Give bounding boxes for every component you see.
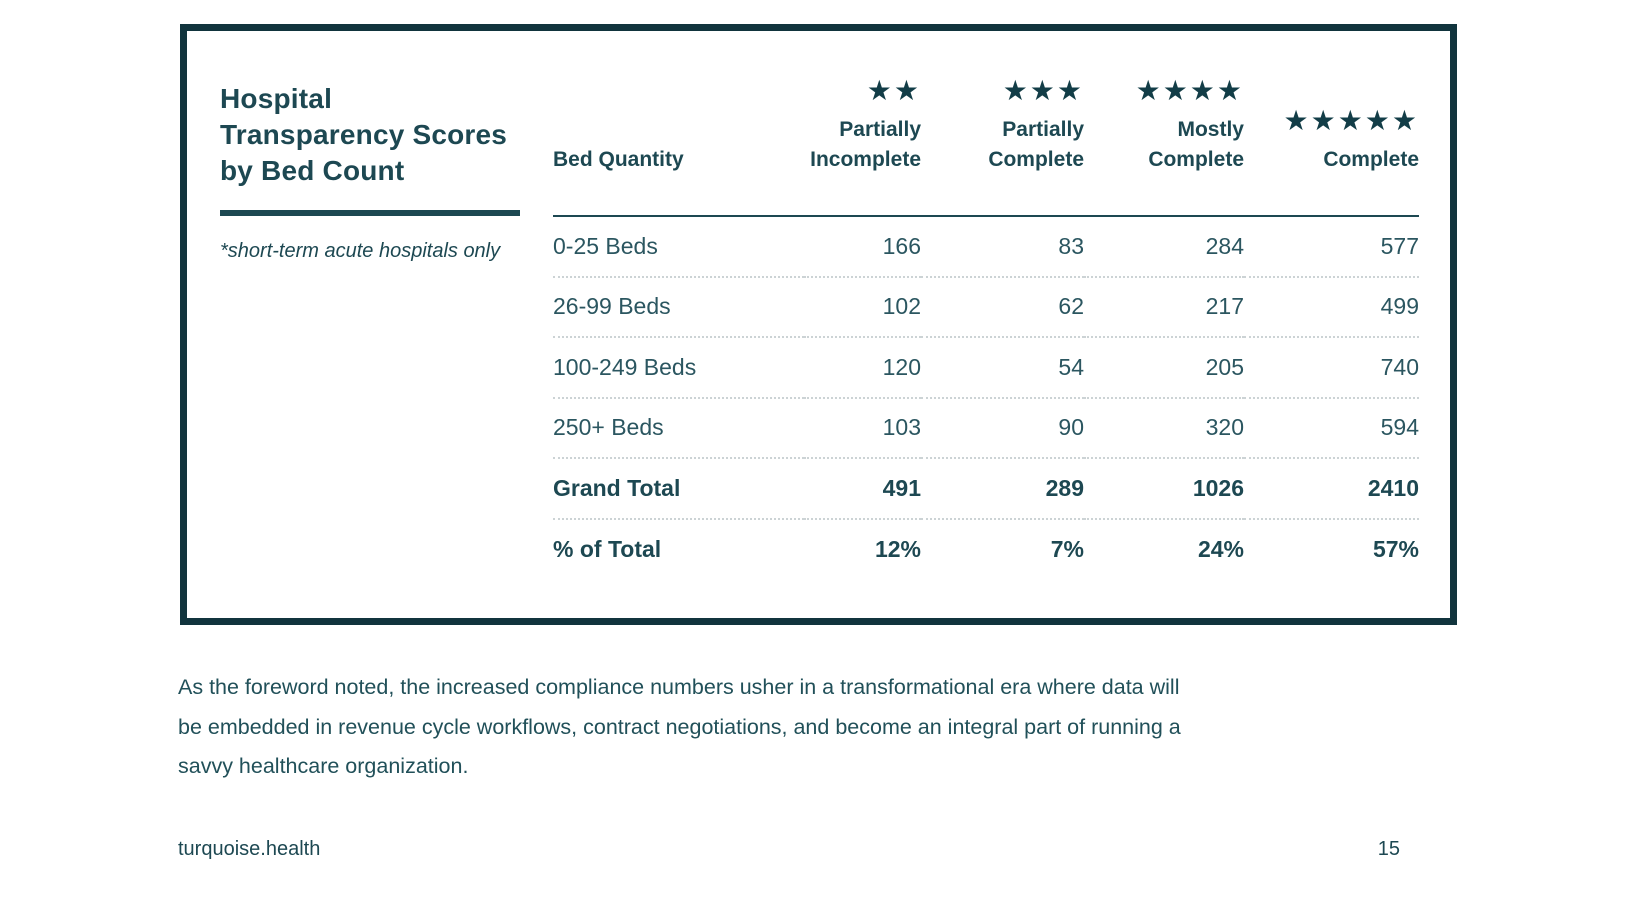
table-row: Grand Total 491 289 1026 2410 xyxy=(553,458,1419,520)
star-rating-4-icon: ★★★★ xyxy=(1135,74,1244,107)
table-row: 100-249 Beds 120 54 205 740 xyxy=(553,337,1419,399)
column-header-label: Partially Incomplete xyxy=(810,118,921,171)
table-row: 250+ Beds 103 90 320 594 xyxy=(553,397,1419,459)
site-name: turquoise.health xyxy=(178,838,321,860)
row-label: 100-249 Beds xyxy=(553,337,804,399)
table-cell: 1026 xyxy=(1084,458,1244,520)
scores-table-container: Bed Quantity ★★ Partially Incomplete ★★★ Par… xyxy=(553,31,1419,579)
table-cell: 83 xyxy=(921,216,1084,278)
table-cell: 740 xyxy=(1244,337,1419,399)
table-cell: 491 xyxy=(804,458,921,520)
title-underline xyxy=(220,210,520,216)
card-footnote: *short-term acute hospitals only xyxy=(220,240,501,262)
table-cell: 577 xyxy=(1244,216,1419,278)
table-cell: 62 xyxy=(921,276,1084,338)
column-header-label: Complete xyxy=(1323,148,1419,171)
star-rating-5-icon: ★★★★★ xyxy=(1283,104,1419,137)
column-header-label: Mostly Complete xyxy=(1148,118,1244,171)
column-header-label: Partially Complete xyxy=(988,118,1084,171)
row-label: 0-25 Beds xyxy=(553,216,804,278)
table-cell: 90 xyxy=(921,397,1084,459)
column-header: ★★★ Partially Complete xyxy=(921,31,1084,217)
row-label: % of Total xyxy=(553,535,662,562)
table-cell: 24% xyxy=(1197,535,1244,562)
table-cell: 12% xyxy=(874,535,921,562)
table-cell: 7% xyxy=(1050,535,1084,562)
star-rating-3-icon: ★★★ xyxy=(1002,74,1084,107)
table-cell: 284 xyxy=(1084,216,1244,278)
transparency-score-card: Hospital Transparency Scores by Bed Coun… xyxy=(180,24,1457,625)
table-cell: 289 xyxy=(921,458,1084,520)
table-cell: 594 xyxy=(1244,397,1419,459)
table-cell: 103 xyxy=(804,397,921,459)
table-body: 0-25 Beds 166 83 284 577 26-99 Beds 102 62 217 49… xyxy=(553,216,1419,579)
column-header-label: Bed Quantity xyxy=(553,148,684,171)
table-cell: 2410 xyxy=(1244,458,1419,520)
star-rating-2-icon: ★★ xyxy=(866,74,921,107)
card-title: Hospital Transparency Scores by Bed Coun… xyxy=(220,83,508,186)
card-left-panel: Hospital Transparency Scores by Bed Coun… xyxy=(220,81,527,263)
body-paragraph: As the foreword noted, the increased com… xyxy=(178,675,1181,778)
table-cell: 320 xyxy=(1084,397,1244,459)
column-header: ★★ Partially Incomplete xyxy=(804,31,921,217)
table-cell: 57% xyxy=(1372,535,1419,562)
table-header: Bed Quantity ★★ Partially Incomplete ★★★ Par… xyxy=(553,31,1419,217)
transparency-scores-table: Bed Quantity ★★ Partially Incomplete ★★★ Par… xyxy=(553,31,1419,579)
table-header-row: Bed Quantity ★★ Partially Incomplete ★★★ Par… xyxy=(553,31,1419,217)
row-label: Grand Total xyxy=(553,458,804,520)
row-label: 250+ Beds xyxy=(553,397,804,459)
table-cell: 499 xyxy=(1244,276,1419,338)
table-row: % of Total 12% 7% 24% 57% xyxy=(553,519,1419,580)
table-cell: 166 xyxy=(804,216,921,278)
page-number: 15 xyxy=(1377,838,1400,860)
table-cell: 54 xyxy=(921,337,1084,399)
table-row: 26-99 Beds 102 62 217 499 xyxy=(553,276,1419,338)
column-header: ★★★★ Mostly Complete xyxy=(1084,31,1244,217)
table-cell: 120 xyxy=(804,337,921,399)
table-row: 0-25 Beds 166 83 284 577 xyxy=(553,216,1419,278)
page-footer: turquoise.health 15 xyxy=(178,838,1400,861)
row-label: 26-99 Beds xyxy=(553,276,804,338)
table-cell: 102 xyxy=(804,276,921,338)
column-header: ★★★★★ Complete xyxy=(1244,31,1419,217)
column-header: Bed Quantity xyxy=(553,31,804,217)
table-cell: 217 xyxy=(1084,276,1244,338)
table-cell: 205 xyxy=(1084,337,1244,399)
